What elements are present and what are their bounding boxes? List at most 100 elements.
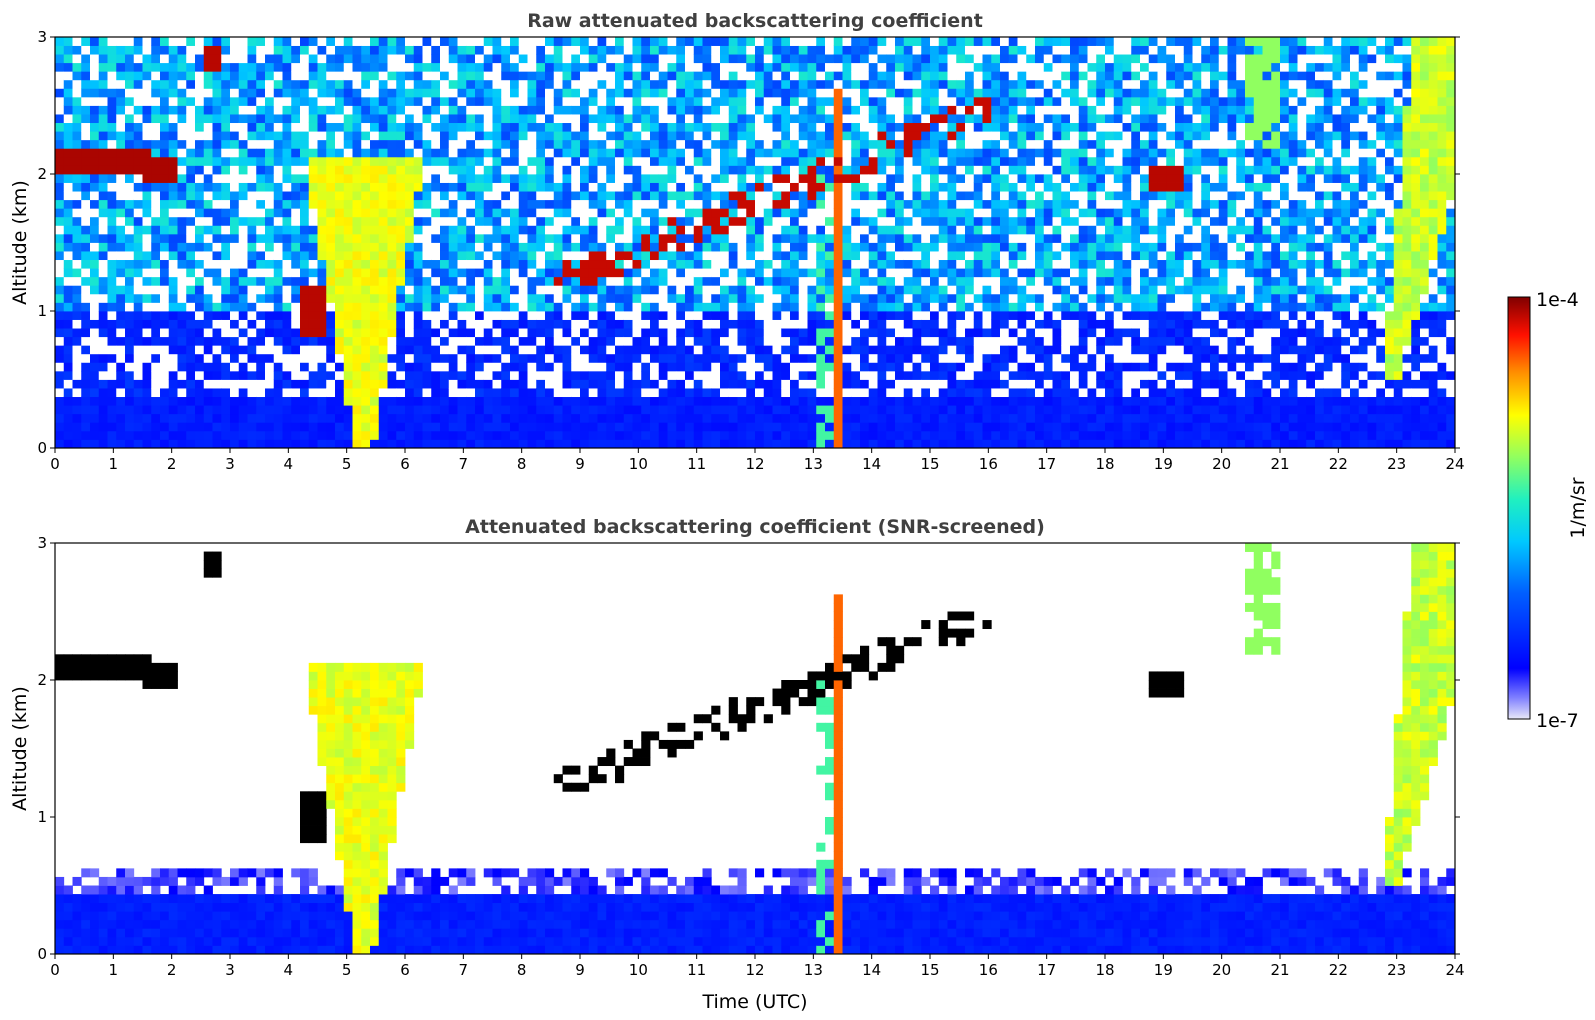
heatmap-cell [685,96,695,106]
heatmap-cell [343,131,353,141]
heatmap-cell [676,302,686,312]
heatmap-cell [431,302,441,312]
heatmap-cell [720,105,730,115]
heatmap-cell [300,216,310,226]
heatmap-cell [518,362,528,372]
heatmap-cell [72,388,82,398]
heatmap-cell [63,131,73,141]
heatmap-cell [186,114,196,124]
heatmap-cell [265,388,275,398]
heatmap-cell [230,71,240,81]
heatmap-cell [510,396,520,406]
heatmap-cell [781,96,791,106]
heatmap-cell [387,396,397,406]
heatmap-cell [300,405,310,415]
heatmap-cell [711,148,721,158]
heatmap-cell [90,114,100,124]
heatmap-cell [256,156,266,166]
heatmap-cell [571,139,581,149]
heatmap-cell [536,71,546,81]
heatmap-cell [422,96,432,106]
heatmap-cell [545,370,555,380]
heatmap-cell [212,131,222,141]
heatmap-cell [440,71,450,81]
heatmap-cell [807,114,817,124]
heatmap-cell [667,422,677,432]
heatmap-cell [825,276,835,286]
heatmap-cell [195,439,205,448]
heatmap-cell [431,370,441,380]
heatmap-cell [387,285,397,295]
heatmap-cell [273,79,283,89]
heatmap-cell [676,182,686,192]
heatmap-cell [676,225,686,235]
heatmap-cell [405,54,415,64]
heatmap-cell [912,345,922,355]
heatmap-cell [282,285,292,295]
heatmap-cell [265,88,275,98]
heatmap-cell [685,45,695,55]
heatmap-cell [142,413,152,423]
heatmap-cell [370,88,380,98]
heatmap-cell [527,79,537,89]
heatmap-cell [265,165,275,175]
heatmap-cell [125,216,135,226]
heatmap-cell [825,311,835,320]
heatmap-cell [833,148,843,158]
heatmap-cell [457,199,467,209]
heatmap-cell [317,302,327,312]
heatmap-cell [781,208,791,218]
heatmap-cell [475,430,485,440]
heatmap-cell [527,311,537,320]
heatmap-cell [81,319,91,329]
heatmap-cell [562,88,572,98]
heatmap-cell [562,311,572,320]
heatmap-cell [116,96,126,106]
heatmap-cell [772,268,782,278]
heatmap-cell [483,396,493,406]
heatmap-cell [133,336,143,346]
heatmap-cell [125,370,135,380]
heatmap-cell [72,328,82,338]
heatmap-cell [291,199,301,209]
heatmap-cell [343,353,353,363]
heatmap-cell [317,413,327,423]
heatmap-cell [116,430,126,440]
heatmap-cell [90,422,100,432]
heatmap-cell [580,174,590,183]
heatmap-cell [921,413,931,423]
heatmap-cell [571,268,581,278]
heatmap-cell [895,122,905,132]
heatmap-cell [361,439,371,448]
heatmap-cell [256,353,266,363]
heatmap-cell [571,225,581,235]
heatmap-cell [632,353,642,363]
heatmap-cell [81,225,91,235]
heatmap-cell [737,276,747,286]
heatmap-cell [860,71,870,81]
heatmap-cell [352,379,362,389]
heatmap-cell [571,379,581,389]
heatmap-cell [361,88,371,98]
heatmap-cell [676,276,686,286]
heatmap-cell [81,37,91,46]
heatmap-cell [790,319,800,329]
heatmap-cell [825,105,835,115]
heatmap-cell [921,122,931,132]
heatmap-cell [947,114,957,124]
heatmap-cell [396,165,406,175]
heatmap-cell [186,259,196,269]
heatmap-cell [90,362,100,372]
heatmap-cell [746,54,756,64]
heatmap-cell [851,379,861,389]
heatmap-cell [571,105,581,115]
heatmap-cell [606,379,616,389]
heatmap-cell [160,96,170,106]
heatmap-cell [81,439,91,448]
heatmap-cell [81,370,91,380]
heatmap-cell [956,96,966,106]
heatmap-cell [177,302,187,312]
heatmap-cell [772,302,782,312]
heatmap-cell [615,336,625,346]
heatmap-cell [405,379,415,389]
